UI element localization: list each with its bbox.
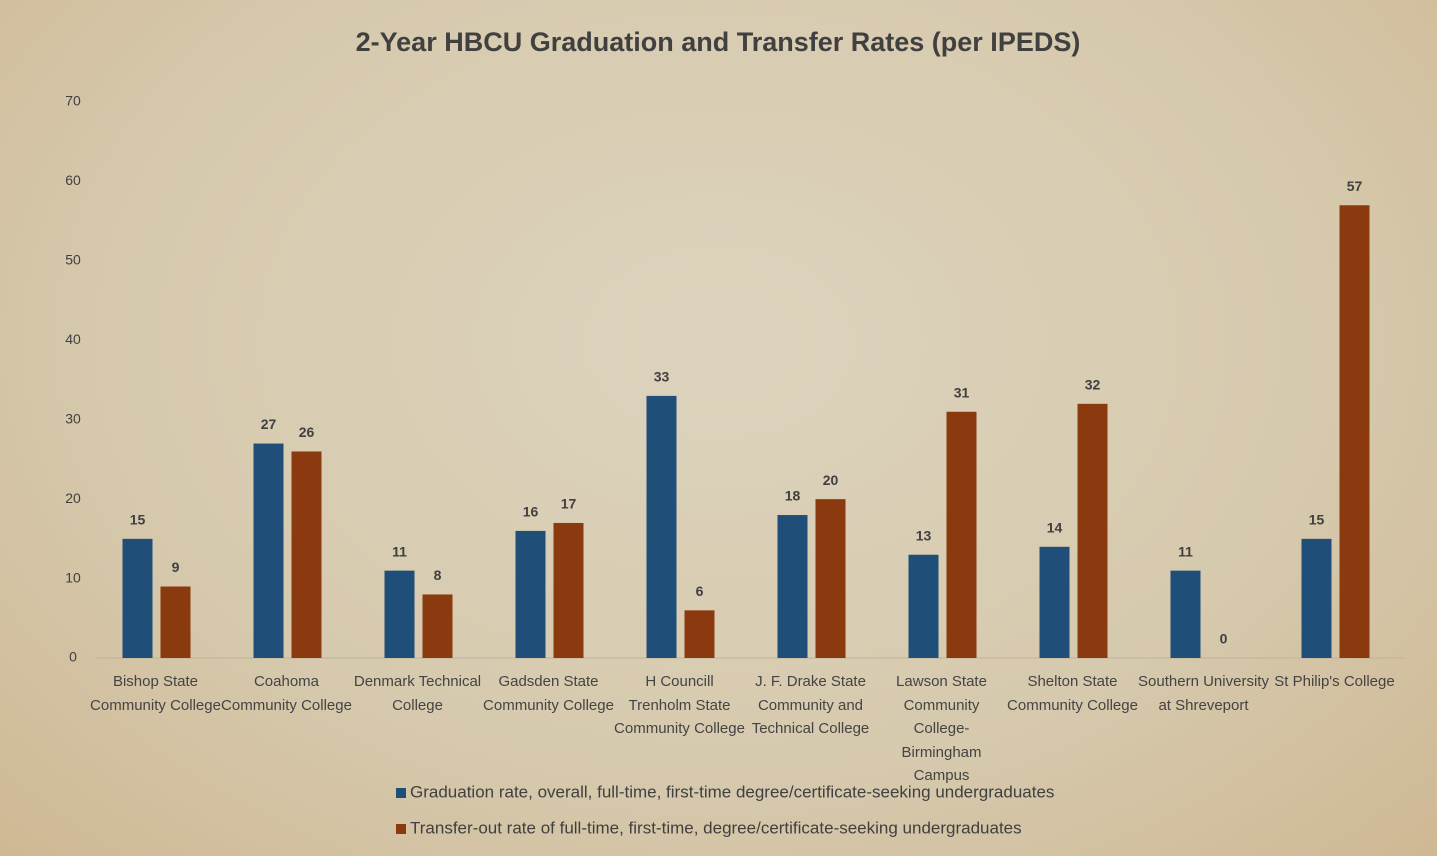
y-tick-label: 20 <box>65 490 81 506</box>
value-label: 14 <box>1047 520 1063 536</box>
value-label: 0 <box>1220 631 1228 647</box>
value-label: 31 <box>954 384 970 400</box>
x-tick-label: Bishop State Community College <box>89 670 223 717</box>
value-label: 17 <box>561 496 577 512</box>
value-label: 11 <box>1178 543 1193 559</box>
value-label: 13 <box>916 527 932 543</box>
value-label: 57 <box>1347 178 1363 194</box>
value-label: 27 <box>261 416 277 432</box>
bar <box>385 571 415 658</box>
bar <box>1340 205 1370 658</box>
value-label: 6 <box>696 583 704 599</box>
chart-title: 2-Year HBCU Graduation and Transfer Rate… <box>356 27 1081 57</box>
value-label: 8 <box>434 567 442 583</box>
bar <box>554 523 584 658</box>
value-label: 26 <box>299 424 315 440</box>
x-tick-label: H Councill Trenholm State Community Coll… <box>613 670 747 741</box>
x-tick-label: Shelton State Community College <box>1006 670 1140 717</box>
page: 2-Year HBCU Graduation and Transfer Rate… <box>0 0 1437 856</box>
x-tick-label: Coahoma Community College <box>220 670 354 717</box>
bar <box>647 396 677 658</box>
y-tick-label: 10 <box>65 569 81 585</box>
y-tick-label: 40 <box>65 331 81 347</box>
legend-swatch <box>396 788 406 798</box>
bar <box>161 587 191 658</box>
value-label: 15 <box>1309 512 1325 528</box>
value-label: 16 <box>523 504 539 520</box>
y-tick-label: 0 <box>69 649 77 665</box>
value-label: 33 <box>654 369 670 385</box>
bar <box>778 515 808 658</box>
value-label: 20 <box>823 472 839 488</box>
bar <box>1040 547 1070 658</box>
y-tick-label: 50 <box>65 252 81 268</box>
x-tick-label: St Philip's College <box>1268 670 1402 694</box>
bar <box>516 531 546 658</box>
x-tick-label: Lawson State Community College- Birmingh… <box>875 670 1009 788</box>
legend-label: Transfer-out rate of full-time, first-ti… <box>410 818 1022 837</box>
bar <box>1302 539 1332 658</box>
bar <box>909 555 939 658</box>
bar <box>1078 404 1108 658</box>
value-label: 9 <box>172 559 180 575</box>
bar <box>685 610 715 658</box>
x-tick-label: Denmark Technical College <box>351 670 485 717</box>
bar <box>1171 571 1201 658</box>
y-tick-label: 70 <box>65 93 81 109</box>
value-label: 32 <box>1085 377 1101 393</box>
y-tick-label: 30 <box>65 410 81 426</box>
value-label: 18 <box>785 488 801 504</box>
bar <box>423 594 453 658</box>
bar <box>816 499 846 658</box>
bar <box>254 444 284 658</box>
x-tick-label: Southern University at Shreveport <box>1137 670 1271 717</box>
legend-swatch <box>396 824 406 834</box>
bar <box>292 451 322 658</box>
bar <box>947 412 977 658</box>
value-label: 11 <box>392 543 407 559</box>
value-label: 15 <box>130 512 146 528</box>
x-tick-label: Gadsden State Community College <box>482 670 616 717</box>
y-tick-label: 60 <box>65 172 81 188</box>
bar <box>123 539 153 658</box>
x-tick-label: J. F. Drake State Community and Technica… <box>744 670 878 741</box>
